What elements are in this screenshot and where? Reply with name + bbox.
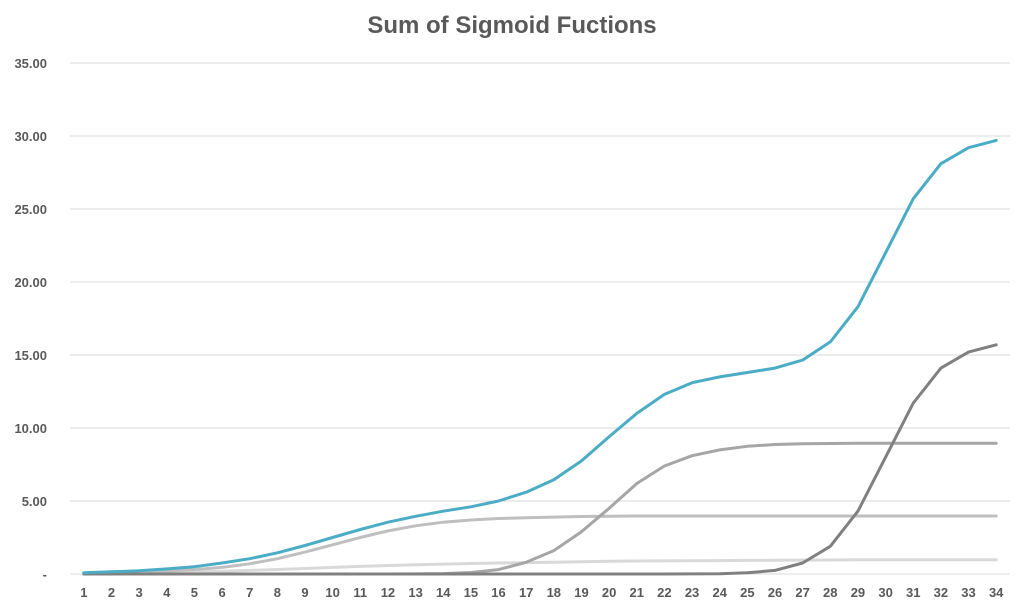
x-tick-label: 14 — [436, 585, 451, 600]
y-tick-label: 15.00 — [14, 348, 47, 363]
series-line-2 — [82, 514, 998, 575]
x-tick-label: 8 — [274, 585, 281, 600]
series-line-5 — [82, 138, 998, 575]
x-tick-label: 3 — [136, 585, 143, 600]
x-tick-label: 7 — [246, 585, 253, 600]
y-tick-label: 10.00 — [14, 421, 47, 436]
chart-title: Sum of Sigmoid Fuctions — [367, 12, 656, 39]
x-tick-label: 20 — [602, 585, 616, 600]
x-tick-label: 33 — [961, 585, 975, 600]
x-tick-label: 16 — [491, 585, 505, 600]
x-tick-label: 2 — [108, 585, 115, 600]
x-tick-label: 23 — [685, 585, 699, 600]
x-tick-label: 18 — [547, 585, 561, 600]
gridlines — [70, 62, 1010, 575]
x-tick-label: 29 — [851, 585, 865, 600]
x-tick-label: 22 — [657, 585, 671, 600]
y-tick-label: - — [43, 567, 47, 582]
x-tick-label: 11 — [353, 585, 367, 600]
x-tick-label: 4 — [163, 585, 171, 600]
x-tick-label: 10 — [325, 585, 339, 600]
y-tick-label: 25.00 — [14, 202, 47, 217]
series-line-1 — [82, 558, 998, 576]
x-tick-label: 15 — [464, 585, 478, 600]
x-tick-label: 34 — [989, 585, 1004, 600]
x-tick-label: 25 — [740, 585, 754, 600]
x-tick-label: 13 — [408, 585, 422, 600]
x-tick-label: 5 — [191, 585, 198, 600]
y-tick-label: 35.00 — [14, 56, 47, 71]
x-tick-label: 26 — [768, 585, 782, 600]
x-tick-label: 19 — [574, 585, 588, 600]
x-tick-label: 30 — [878, 585, 892, 600]
y-tick-label: 30.00 — [14, 129, 47, 144]
y-axis-ticks: - 5.00 10.00 15.00 20.00 25.00 30.00 35.00 — [14, 56, 47, 582]
series-lines — [82, 138, 998, 576]
series-line-4 — [82, 343, 998, 576]
x-tick-label: 1 — [80, 585, 87, 600]
x-tick-label: 32 — [934, 585, 948, 600]
x-tick-label: 9 — [301, 585, 308, 600]
x-tick-label: 12 — [381, 585, 395, 600]
x-tick-label: 21 — [630, 585, 644, 600]
x-tick-label: 31 — [906, 585, 920, 600]
x-axis-ticks: 1 2 3 4 5 6 7 8 9 10 11 12 13 14 15 16 17 18 19 20 21 22 23 24 2… — [80, 585, 1004, 600]
y-tick-label: 5.00 — [22, 494, 47, 509]
x-tick-label: 6 — [218, 585, 225, 600]
x-tick-label: 24 — [712, 585, 727, 600]
y-tick-label: 20.00 — [14, 275, 47, 290]
x-tick-label: 17 — [519, 585, 533, 600]
x-tick-label: 27 — [795, 585, 809, 600]
x-tick-label: 28 — [823, 585, 837, 600]
